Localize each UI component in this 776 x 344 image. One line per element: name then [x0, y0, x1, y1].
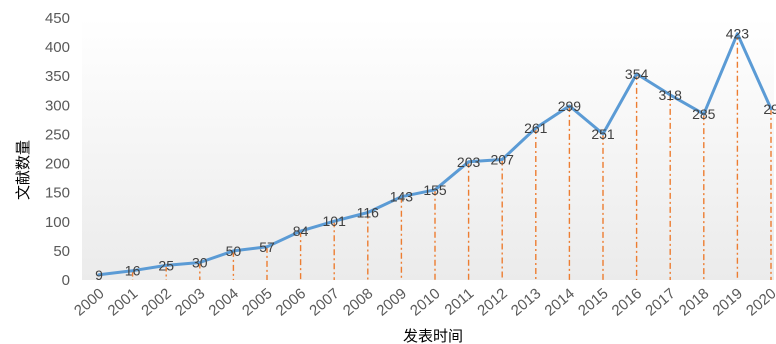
x-tick-label: 2020: [743, 285, 776, 319]
x-tick-label: 2016: [609, 285, 645, 319]
data-label: 16: [125, 263, 141, 279]
y-tick-label: 450: [45, 10, 70, 27]
y-tick-label: 300: [45, 97, 70, 114]
y-tick-label: 200: [45, 156, 70, 173]
y-axis-title: 文献数量: [14, 140, 32, 200]
data-label: 143: [390, 189, 414, 205]
data-label: 50: [226, 243, 242, 259]
data-label: 299: [558, 98, 582, 114]
x-tick-label: 2001: [105, 285, 141, 319]
data-label: 30: [192, 255, 208, 271]
x-tick-label: 2019: [709, 285, 745, 319]
y-tick-label: 100: [45, 214, 70, 231]
x-tick-label: 2010: [407, 285, 443, 319]
y-tick-label: 0: [62, 272, 70, 289]
x-tick-label: 2006: [273, 285, 309, 319]
x-tick-label: 2014: [541, 285, 577, 319]
x-tick-label: 2018: [676, 285, 712, 319]
x-tick-label: 2012: [474, 285, 510, 319]
data-label: 203: [457, 154, 481, 170]
plot-area: [82, 18, 774, 280]
x-axis-title: 发表时间: [403, 327, 463, 344]
data-label: 207: [491, 151, 515, 167]
y-tick-label: 400: [45, 39, 70, 56]
data-label: 423: [726, 26, 750, 42]
x-tick-label: 2008: [340, 285, 376, 319]
data-label: 84: [293, 223, 309, 239]
data-label: 155: [423, 182, 447, 198]
data-label: 57: [259, 239, 275, 255]
x-tick-label: 2005: [239, 285, 275, 319]
x-tick-label: 2007: [306, 285, 342, 319]
data-label: 285: [692, 106, 716, 122]
x-tick-label: 2002: [138, 285, 174, 319]
x-tick-label: 2013: [508, 285, 544, 319]
data-label: 318: [659, 87, 683, 103]
data-label: 116: [357, 204, 380, 220]
data-label: 251: [591, 126, 615, 142]
data-label: 354: [625, 66, 649, 82]
x-tick-label: 2011: [442, 285, 478, 319]
data-label: 294: [763, 101, 776, 117]
x-tick-label: 2003: [172, 285, 208, 319]
y-tick-label: 250: [45, 126, 70, 143]
x-tick-label: 2017: [642, 285, 678, 319]
drop-lines: [131, 33, 772, 280]
data-label: 25: [158, 257, 174, 273]
x-tick-label: 2015: [575, 285, 611, 319]
x-tick-label: 2009: [373, 285, 409, 319]
y-axis: 0 50 100 150 200 250 300 350 400 450: [45, 10, 70, 289]
y-tick-label: 150: [45, 185, 70, 202]
data-label: 261: [524, 120, 548, 136]
data-label: 9: [95, 267, 103, 283]
y-tick-label: 50: [53, 243, 70, 260]
y-tick-label: 350: [45, 68, 70, 85]
x-tick-label: 2000: [71, 285, 107, 319]
x-tick-label: 2004: [205, 285, 241, 319]
x-axis: 2000200120022003200420052006200720082009…: [71, 285, 776, 319]
data-label: 101: [323, 213, 347, 229]
series-line: [97, 32, 773, 277]
data-labels: 9 16 25 30 50 57 84 101 116 143 155 203 207 261 299 251…: [95, 26, 776, 283]
